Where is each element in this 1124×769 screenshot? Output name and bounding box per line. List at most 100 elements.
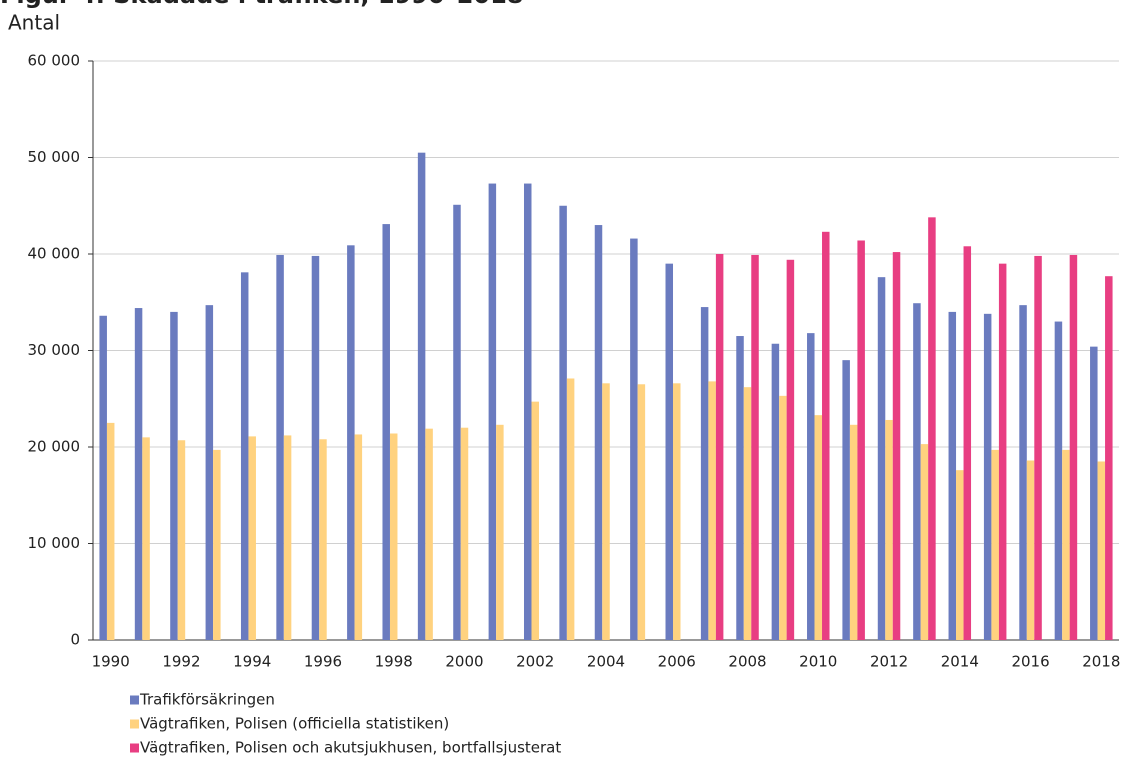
bar xyxy=(602,383,610,640)
bar xyxy=(983,313,992,640)
y-tick-label: 60 000 xyxy=(28,52,81,70)
x-tick-label: 2016 xyxy=(1011,653,1049,671)
bar xyxy=(1019,305,1027,640)
bar xyxy=(460,427,469,640)
bar xyxy=(708,381,716,640)
bar xyxy=(1090,346,1098,640)
x-tick-label: 2006 xyxy=(658,653,696,671)
y-tick-label: 10 000 xyxy=(28,534,81,552)
bar xyxy=(276,254,284,640)
bar xyxy=(1026,460,1035,640)
bar xyxy=(948,311,957,640)
bar xyxy=(311,255,320,640)
x-tick-label: 1998 xyxy=(375,653,413,671)
bar xyxy=(319,439,327,640)
bar xyxy=(857,240,865,641)
bar xyxy=(248,436,256,640)
bar xyxy=(531,401,539,640)
x-tick-label: 2000 xyxy=(445,653,483,671)
bar xyxy=(347,245,355,640)
bar xyxy=(134,308,143,640)
bar xyxy=(453,204,461,640)
bar xyxy=(849,424,858,640)
y-tick-label: 40 000 xyxy=(28,245,81,263)
x-tick-label: 1992 xyxy=(162,653,200,671)
legend-label: Vägtrafiken, Polisen och akutsjukhusen, … xyxy=(140,739,561,757)
bar xyxy=(998,263,1007,640)
bar xyxy=(1062,449,1070,640)
bar xyxy=(1069,254,1078,640)
bar xyxy=(417,152,426,641)
y-tick-label: 50 000 xyxy=(28,148,81,166)
bar xyxy=(743,387,752,640)
bar xyxy=(637,384,646,640)
legend-swatch xyxy=(130,743,139,753)
bar xyxy=(240,272,249,640)
bar xyxy=(205,305,214,640)
bar xyxy=(892,252,901,640)
bar xyxy=(170,311,178,640)
x-tick-label: 2008 xyxy=(728,653,766,671)
bar xyxy=(715,254,724,640)
chart-title: Figur 4. Skadade i trafiken, 1990–2018 xyxy=(0,0,524,9)
x-tick-label: 1994 xyxy=(233,653,271,671)
bar xyxy=(877,277,886,640)
bar xyxy=(842,360,850,640)
x-tick-label: 2018 xyxy=(1082,653,1120,671)
x-tick-label: 1990 xyxy=(92,653,130,671)
y-tick-label: 20 000 xyxy=(28,438,81,456)
bar xyxy=(920,444,929,640)
bar xyxy=(963,246,972,640)
bar xyxy=(213,449,221,640)
bar xyxy=(389,433,398,640)
legend-label: Vägtrafiken, Polisen (officiella statist… xyxy=(140,715,449,733)
bar xyxy=(594,225,603,641)
bar xyxy=(382,224,390,640)
x-tick-label: 2010 xyxy=(799,653,837,671)
x-tick-label: 2014 xyxy=(941,653,979,671)
bar xyxy=(1097,461,1106,640)
bar xyxy=(1034,255,1042,640)
bar xyxy=(354,434,363,640)
bar xyxy=(99,315,107,640)
bar xyxy=(559,205,567,640)
y-tick-label: 30 000 xyxy=(28,341,81,359)
bar xyxy=(700,307,709,640)
legend-label: Trafikförsäkringen xyxy=(139,691,275,709)
bar xyxy=(814,415,823,640)
y-axis-label: Antal xyxy=(8,11,60,35)
bar xyxy=(665,263,674,640)
bar xyxy=(496,424,504,640)
bar xyxy=(807,333,815,640)
bar xyxy=(566,378,575,640)
bar xyxy=(488,183,497,640)
x-tick-label: 2012 xyxy=(870,653,908,671)
bar xyxy=(1054,321,1063,640)
legend-swatch xyxy=(130,719,139,729)
x-tick-label: 2002 xyxy=(516,653,554,671)
bar xyxy=(913,303,921,640)
x-tick-label: 2004 xyxy=(587,653,625,671)
bar xyxy=(928,217,936,640)
bar xyxy=(991,449,999,640)
bar xyxy=(771,343,780,640)
bar xyxy=(673,383,681,640)
bar xyxy=(630,238,638,640)
bar xyxy=(177,440,186,640)
bar xyxy=(885,419,893,640)
bar xyxy=(786,259,795,640)
y-tick-label: 0 xyxy=(70,631,80,649)
bar xyxy=(956,470,964,640)
bar xyxy=(523,183,532,640)
bar xyxy=(751,254,759,640)
bar xyxy=(142,437,150,640)
bar xyxy=(1105,276,1113,640)
legend-swatch xyxy=(130,695,139,705)
bar xyxy=(106,422,115,640)
bar xyxy=(736,336,744,640)
bar xyxy=(779,395,787,640)
bar xyxy=(283,435,292,640)
x-tick-label: 1996 xyxy=(304,653,342,671)
bar xyxy=(822,231,830,640)
